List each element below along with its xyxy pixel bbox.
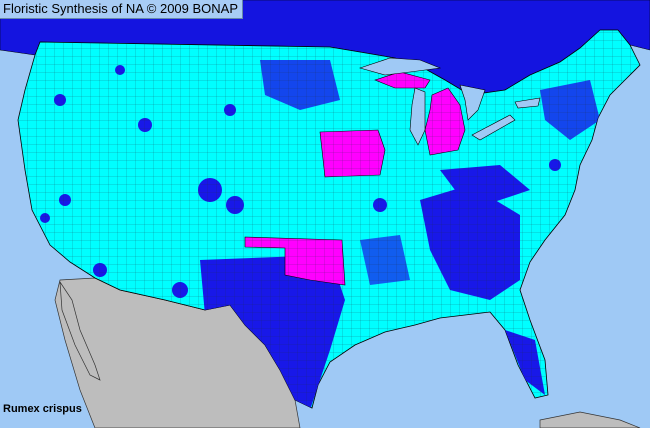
species-label: Rumex crispus bbox=[3, 403, 82, 415]
lake-erie bbox=[471, 114, 516, 141]
lake-superior bbox=[358, 57, 442, 76]
baja-peninsula bbox=[59, 280, 101, 381]
lake-ontario bbox=[514, 97, 541, 109]
lake-michigan bbox=[409, 87, 426, 146]
map-title: Floristic Synthesis of NA © 2009 BONAP bbox=[0, 0, 244, 19]
cuba bbox=[539, 411, 641, 428]
lake-huron bbox=[459, 84, 486, 121]
great-lakes bbox=[358, 57, 541, 146]
